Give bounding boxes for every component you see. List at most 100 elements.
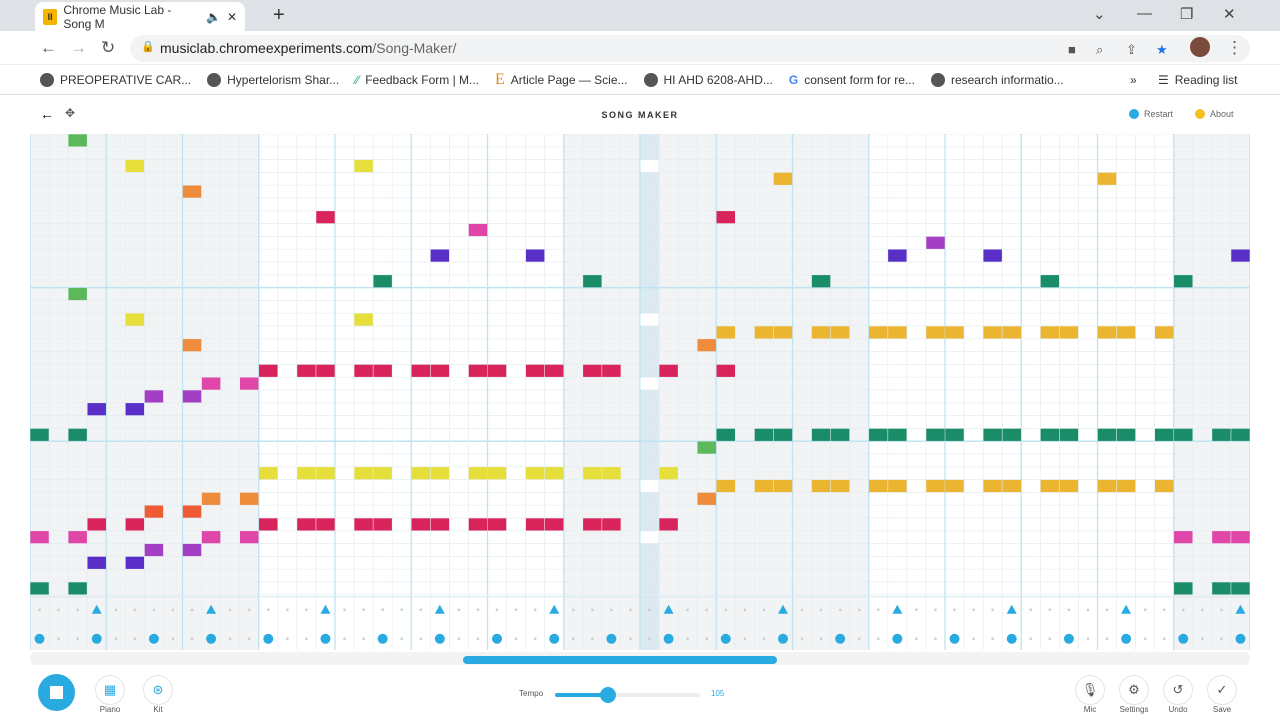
note-gold[interactable] bbox=[1040, 479, 1060, 493]
note-teal[interactable] bbox=[926, 428, 945, 441]
bookmark-item[interactable]: E Article Page — Scie... bbox=[495, 71, 628, 89]
percussion-empty-cell[interactable] bbox=[838, 608, 842, 612]
note-yellow[interactable] bbox=[125, 159, 145, 173]
url-input[interactable]: 🔒 musiclab.chromeexperiments.com/Song-Ma… bbox=[130, 35, 1250, 62]
note-teal[interactable] bbox=[1154, 428, 1174, 441]
percussion-empty-cell[interactable] bbox=[305, 637, 308, 641]
percussion-empty-cell[interactable] bbox=[1181, 608, 1185, 612]
percussion-circle-note[interactable] bbox=[1121, 633, 1132, 644]
percussion-empty-cell[interactable] bbox=[876, 608, 880, 612]
playing-note[interactable] bbox=[640, 160, 659, 172]
note-gold[interactable] bbox=[773, 326, 793, 339]
percussion-empty-cell[interactable] bbox=[228, 637, 232, 641]
percussion-empty-cell[interactable] bbox=[915, 608, 918, 612]
percussion-empty-cell[interactable] bbox=[610, 608, 613, 612]
note-yellow[interactable] bbox=[544, 467, 564, 480]
percussion-empty-cell[interactable] bbox=[362, 637, 365, 641]
percussion-empty-cell[interactable] bbox=[247, 637, 251, 641]
note-orange[interactable] bbox=[182, 185, 202, 198]
percussion-circle-note[interactable] bbox=[263, 633, 274, 644]
percussion-circle-note[interactable] bbox=[606, 633, 617, 644]
note-crimson[interactable] bbox=[87, 518, 106, 531]
note-orange[interactable] bbox=[182, 339, 202, 352]
percussion-circle-note[interactable] bbox=[549, 633, 560, 644]
zoom-icon[interactable]: ⌕ bbox=[1096, 42, 1104, 57]
note-crimson[interactable] bbox=[583, 518, 602, 531]
note-yellow[interactable] bbox=[259, 467, 278, 480]
scrollbar-thumb[interactable] bbox=[463, 656, 777, 664]
note-indigo[interactable] bbox=[430, 249, 450, 262]
percussion-empty-cell[interactable] bbox=[457, 608, 461, 612]
note-gold[interactable] bbox=[1154, 326, 1174, 339]
percussion-circle-note[interactable] bbox=[1178, 633, 1189, 644]
note-crimson[interactable] bbox=[487, 518, 507, 531]
percussion-empty-cell[interactable] bbox=[800, 637, 804, 641]
note-gold[interactable] bbox=[983, 479, 1002, 493]
percussion-circle-note[interactable] bbox=[148, 633, 159, 644]
note-indigo[interactable] bbox=[1231, 249, 1250, 262]
note-gold[interactable] bbox=[1059, 479, 1079, 493]
note-yellow[interactable] bbox=[602, 467, 621, 480]
percussion-circle-note[interactable] bbox=[206, 633, 217, 644]
note-pink[interactable] bbox=[1174, 531, 1193, 544]
note-teal[interactable] bbox=[1002, 428, 1021, 441]
percussion-empty-cell[interactable] bbox=[819, 608, 823, 612]
percussion-empty-cell[interactable] bbox=[876, 637, 880, 641]
percussion-empty-cell[interactable] bbox=[571, 608, 575, 612]
percussion-empty-cell[interactable] bbox=[934, 608, 937, 612]
playing-note[interactable] bbox=[640, 377, 659, 390]
note-teal[interactable] bbox=[716, 428, 736, 441]
percussion-empty-cell[interactable] bbox=[1162, 608, 1166, 612]
percussion-empty-cell[interactable] bbox=[133, 608, 137, 612]
percussion-empty-cell[interactable] bbox=[1143, 637, 1147, 641]
note-gold[interactable] bbox=[888, 479, 907, 493]
close-window-button[interactable]: ✕ bbox=[1223, 6, 1236, 23]
percussion-empty-cell[interactable] bbox=[457, 637, 461, 641]
note-yellow[interactable] bbox=[354, 467, 373, 480]
percussion-empty-cell[interactable] bbox=[171, 637, 175, 641]
note-teal[interactable] bbox=[1212, 428, 1231, 441]
note-pink[interactable] bbox=[239, 531, 259, 544]
percussion-triangle-note[interactable] bbox=[663, 604, 674, 614]
note-crimson[interactable] bbox=[373, 364, 392, 377]
bookmark-star-icon[interactable]: ★ bbox=[1156, 42, 1168, 57]
note-teal[interactable] bbox=[68, 428, 87, 441]
percussion-empty-cell[interactable] bbox=[476, 637, 480, 641]
note-yellow[interactable] bbox=[354, 159, 373, 173]
note-teal[interactable] bbox=[945, 428, 964, 441]
percussion-circle-note[interactable] bbox=[663, 633, 674, 644]
reload-icon[interactable]: ↻ bbox=[101, 38, 116, 57]
note-teal[interactable] bbox=[773, 428, 793, 441]
percussion-empty-cell[interactable] bbox=[629, 608, 632, 612]
percussion-circle-note[interactable] bbox=[720, 633, 731, 644]
speaker-icon[interactable]: 🔈 bbox=[205, 9, 221, 24]
note-crimson[interactable] bbox=[354, 364, 373, 377]
note-gold[interactable] bbox=[773, 172, 793, 185]
percussion-empty-cell[interactable] bbox=[1220, 608, 1223, 612]
note-crimson[interactable] bbox=[487, 364, 507, 377]
note-teal[interactable] bbox=[1040, 275, 1060, 288]
note-teal[interactable] bbox=[30, 582, 49, 595]
percussion-empty-cell[interactable] bbox=[1201, 608, 1204, 612]
note-crimson[interactable] bbox=[602, 518, 621, 531]
note-lightgreen[interactable] bbox=[68, 134, 87, 147]
percussion-empty-cell[interactable] bbox=[1029, 637, 1033, 641]
note-teal[interactable] bbox=[888, 428, 907, 441]
percussion-circle-note[interactable] bbox=[91, 633, 102, 644]
percussion-circle-note[interactable] bbox=[1063, 633, 1074, 644]
percussion-empty-cell[interactable] bbox=[686, 637, 689, 641]
percussion-empty-cell[interactable] bbox=[1220, 637, 1223, 641]
percussion-empty-cell[interactable] bbox=[857, 608, 861, 612]
percussion-empty-cell[interactable] bbox=[400, 637, 404, 641]
restore-button[interactable]: ❐ bbox=[1180, 6, 1194, 23]
percussion-empty-cell[interactable] bbox=[686, 608, 689, 612]
note-crimson[interactable] bbox=[411, 364, 431, 377]
percussion-empty-cell[interactable] bbox=[114, 637, 118, 641]
percussion-triangle-note[interactable] bbox=[434, 604, 445, 614]
note-crimson[interactable] bbox=[316, 211, 335, 224]
note-crimson[interactable] bbox=[659, 518, 678, 531]
percussion-triangle-note[interactable] bbox=[1121, 604, 1132, 614]
note-pink[interactable] bbox=[1231, 531, 1250, 544]
percussion-empty-cell[interactable] bbox=[1048, 608, 1052, 612]
percussion-triangle-note[interactable] bbox=[91, 604, 102, 614]
